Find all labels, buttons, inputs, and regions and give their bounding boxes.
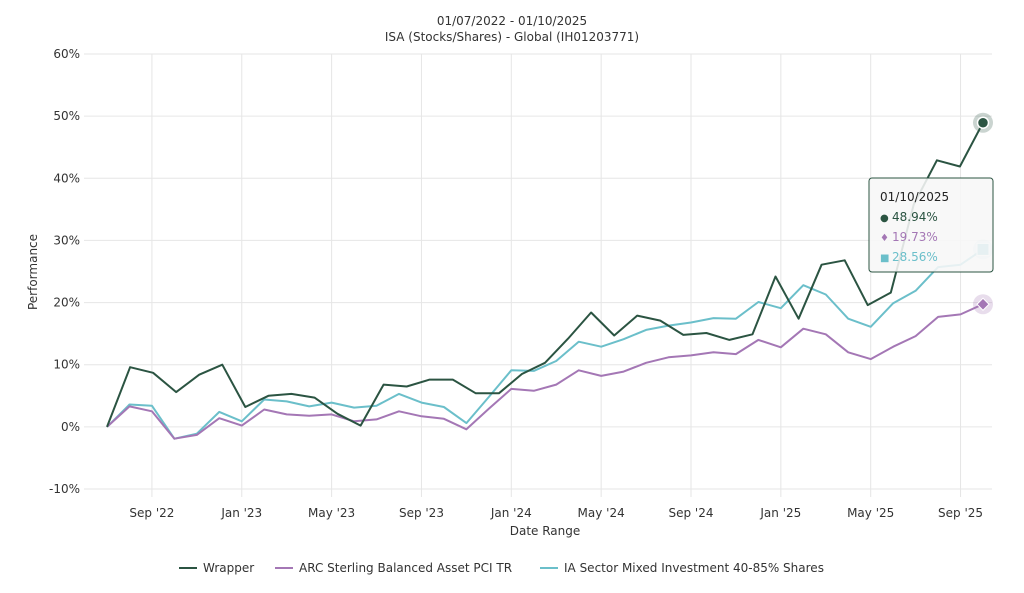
- tooltip: 01/10/2025 ● 48.94% ♦ 19.73% ■ 28.56%: [868, 177, 994, 273]
- y-axis-ticks: 60% 50% 40% 30% 20% 10% 0% -10%: [49, 47, 80, 496]
- y-tick-label: 40%: [53, 171, 80, 185]
- series-line-arc[interactable]: [106, 303, 984, 440]
- x-tick-label: Jan '23: [220, 506, 262, 520]
- tooltip-value-wrapper: 48.94%: [892, 210, 938, 224]
- x-tick-label: Sep '23: [399, 506, 444, 520]
- x-tick-label: Jan '24: [490, 506, 532, 520]
- vertical-gridlines: [151, 54, 962, 497]
- y-tick-label: 50%: [53, 109, 80, 123]
- series-line-ia[interactable]: [106, 248, 984, 440]
- x-tick-label: Sep '24: [669, 506, 714, 520]
- chart-subtitle: ISA (Stocks/Shares) - Global (IH01203771…: [385, 30, 639, 44]
- x-tick-label: Sep '25: [938, 506, 983, 520]
- tooltip-value-ia: 28.56%: [892, 250, 938, 264]
- legend-label-wrapper: Wrapper: [203, 561, 254, 575]
- tooltip-symbol-arc: ♦: [880, 233, 889, 244]
- series-line-wrapper[interactable]: [106, 122, 984, 428]
- chart-title: 01/07/2022 - 01/10/2025: [437, 14, 587, 28]
- legend-label-ia: IA Sector Mixed Investment 40-85% Shares: [564, 561, 824, 575]
- horizontal-gridlines: [84, 53, 992, 490]
- legend-item-arc[interactable]: ARC Sterling Balanced Asset PCI TR: [275, 561, 512, 575]
- x-axis-label: Date Range: [510, 524, 581, 538]
- tooltip-symbol-ia: ■: [880, 253, 889, 264]
- y-tick-label: 30%: [53, 233, 80, 247]
- x-axis-ticks: Sep '22 Jan '23 May '23 Sep '23 Jan '24 May '…: [129, 506, 983, 520]
- y-tick-label: 20%: [53, 296, 80, 310]
- x-tick-label: Sep '22: [129, 506, 174, 520]
- y-axis-label: Performance: [26, 234, 40, 310]
- x-tick-label: May '25: [847, 506, 894, 520]
- tooltip-symbol-wrapper: ●: [880, 213, 889, 224]
- end-marker-arc[interactable]: [976, 297, 990, 311]
- legend-item-wrapper[interactable]: Wrapper: [179, 561, 254, 575]
- x-tick-label: May '24: [578, 506, 625, 520]
- y-tick-label: 10%: [53, 358, 80, 372]
- x-tick-label: Jan '25: [759, 506, 801, 520]
- end-marker-wrapper[interactable]: [976, 116, 990, 129]
- y-tick-label: 0%: [61, 420, 80, 434]
- tooltip-date: 01/10/2025: [880, 190, 949, 204]
- legend-label-arc: ARC Sterling Balanced Asset PCI TR: [299, 561, 512, 575]
- y-tick-label: -10%: [49, 482, 80, 496]
- x-tick-label: May '23: [308, 506, 355, 520]
- y-tick-label: 60%: [53, 47, 80, 61]
- tooltip-value-arc: 19.73%: [892, 230, 938, 244]
- legend-item-ia[interactable]: IA Sector Mixed Investment 40-85% Shares: [540, 561, 824, 575]
- series-lines: [106, 122, 984, 440]
- legend: Wrapper ARC Sterling Balanced Asset PCI …: [179, 561, 824, 575]
- tooltip-box: [868, 177, 994, 273]
